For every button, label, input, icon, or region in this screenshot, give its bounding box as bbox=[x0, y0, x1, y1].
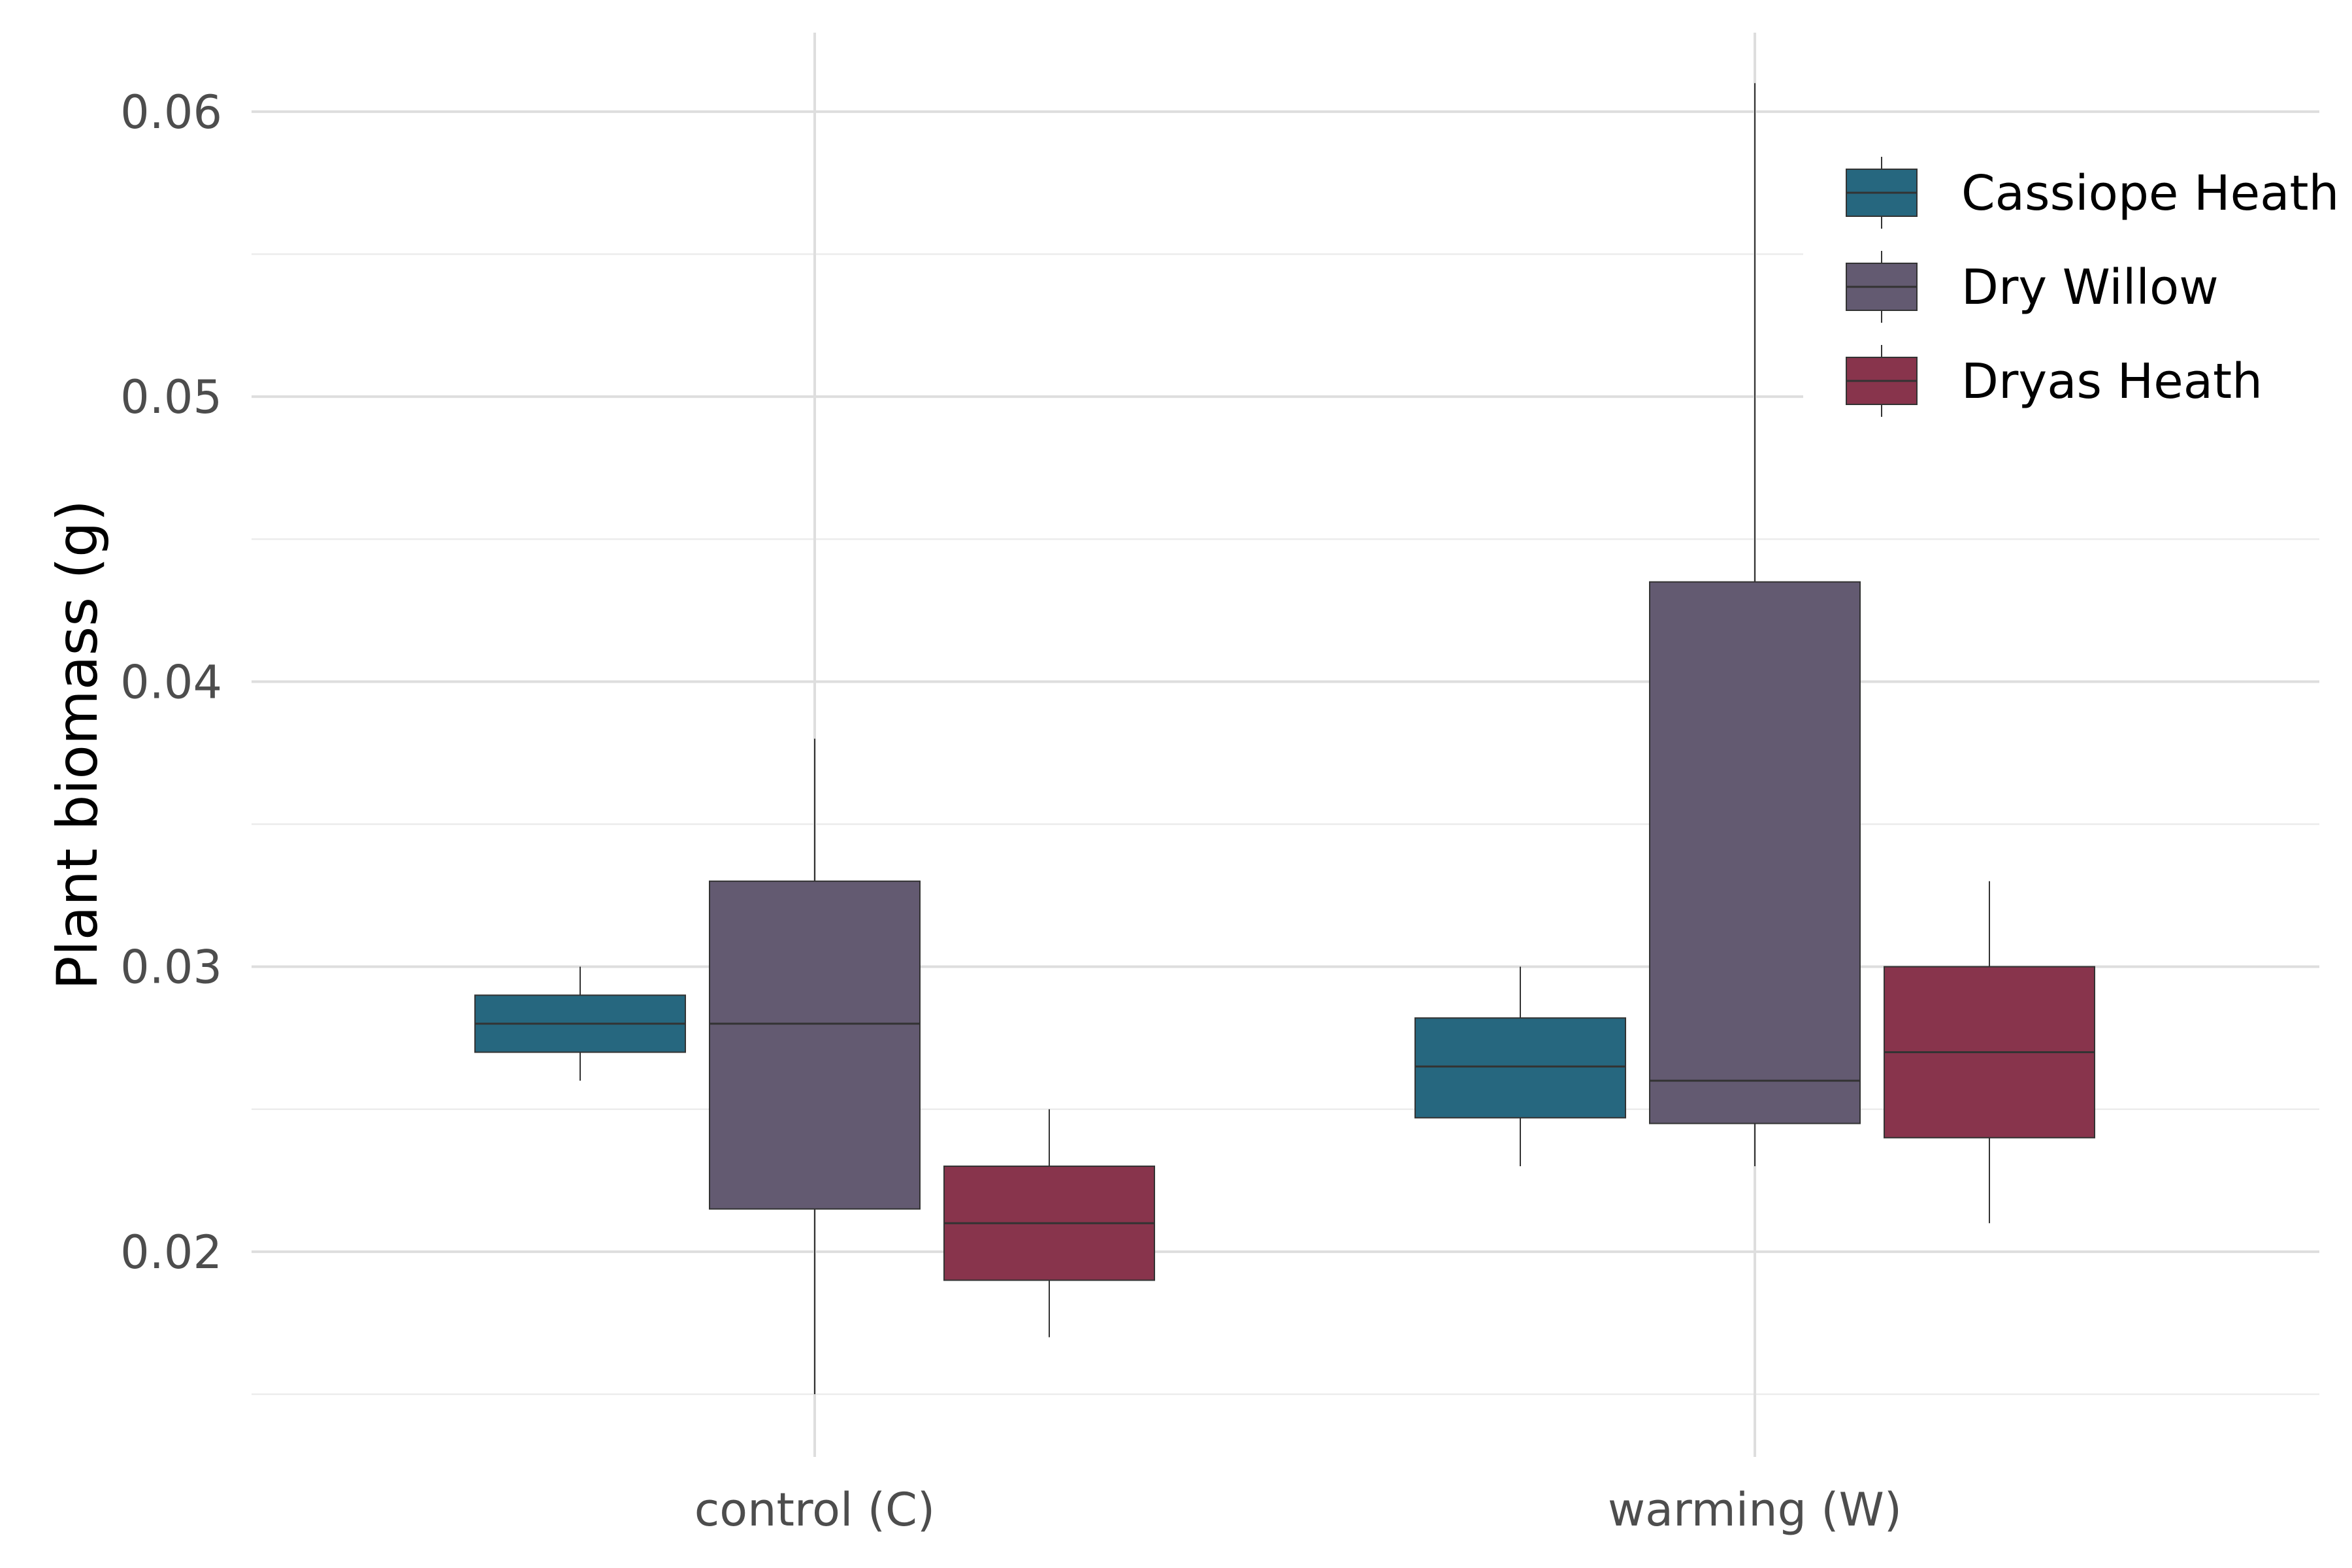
y-tick-label: 0.05 bbox=[120, 370, 222, 424]
box-dryas-heath-1 bbox=[1884, 881, 2095, 1224]
box-body bbox=[1414, 1017, 1626, 1119]
legend-entry-dry-willow: Dry Willow bbox=[1846, 251, 2219, 323]
y-axis-title: Plant biomass (g) bbox=[45, 500, 110, 990]
axes: 0.02 0.03 0.04 0.05 0.06 control (C) warming (… bbox=[120, 86, 1902, 1537]
box-dry-willow-0 bbox=[709, 738, 921, 1395]
legend-label: Dry Willow bbox=[1961, 259, 2219, 316]
legend-label: Dryas Heath bbox=[1961, 353, 2262, 410]
y-tick-label: 0.04 bbox=[120, 655, 222, 709]
x-tick-label: warming (W) bbox=[1608, 1483, 1902, 1537]
box-dryas-heath-0 bbox=[943, 1109, 1155, 1337]
y-tick-label: 0.02 bbox=[120, 1226, 222, 1279]
box-body bbox=[709, 880, 921, 1210]
box-cassiope-heath-0 bbox=[474, 966, 686, 1081]
legend-entry-cassiope-heath: Cassiope Heath bbox=[1846, 157, 2339, 229]
plot-marks bbox=[474, 83, 2095, 1395]
x-tick-label: control (C) bbox=[694, 1483, 935, 1537]
box-dry-willow-1 bbox=[1649, 83, 1861, 1167]
box-cassiope-heath-1 bbox=[1414, 966, 1626, 1167]
legend-entry-dryas-heath: Dryas Heath bbox=[1846, 345, 2262, 417]
legend-label: Cassiope Heath bbox=[1961, 165, 2339, 221]
legend: Cassiope Heath Dry Willow Dryas Heath bbox=[1803, 124, 2352, 431]
y-tick-label: 0.03 bbox=[120, 941, 222, 994]
box-body bbox=[1649, 581, 1861, 1124]
y-tick-label: 0.06 bbox=[120, 86, 222, 139]
